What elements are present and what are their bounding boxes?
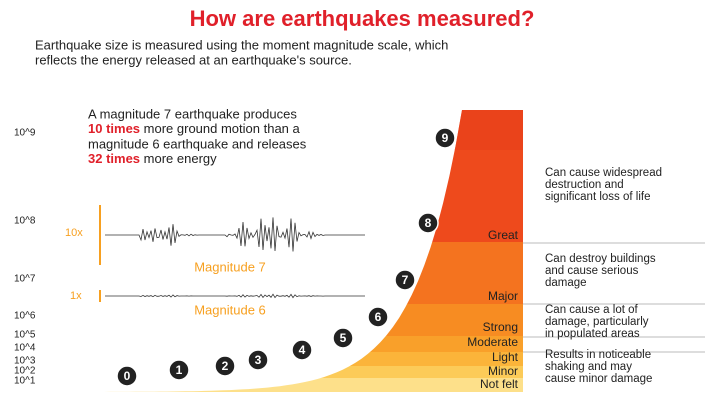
y-axis-label: 10^3 [14, 356, 36, 367]
seismogram-label: Magnitude 6 [194, 302, 266, 317]
y-axis-label: 10^1 [14, 376, 36, 387]
y-axis-label: 10^9 [14, 128, 36, 139]
band-label: Strong [483, 320, 518, 334]
band-label: Great [488, 228, 519, 242]
y-axis-label: 10^4 [14, 343, 36, 354]
marker [214, 355, 236, 377]
subtitle: reflects the energy released at an earth… [35, 52, 352, 67]
seismogram [105, 217, 365, 252]
band-label: Minor [488, 364, 518, 378]
y-axis-label: 10^5 [14, 330, 36, 341]
description: and cause serious [545, 265, 639, 277]
description: destruction and [545, 179, 624, 191]
marker-label: 8 [425, 216, 432, 230]
marker [168, 359, 190, 381]
marker-label: 4 [299, 343, 306, 357]
subtitle: Earthquake size is measured using the mo… [35, 37, 448, 52]
marker-label: 0 [124, 369, 131, 383]
marker-label: 9 [442, 131, 449, 145]
description: Can cause a lot of [545, 304, 639, 316]
emphasis: 32 times [88, 151, 140, 166]
scale-label: 1x [70, 290, 82, 302]
marker-label: 5 [340, 331, 347, 345]
marker-label: 6 [375, 310, 382, 324]
band-label: Not felt [480, 377, 519, 391]
band [85, 304, 523, 336]
emphasis: 10 times [88, 121, 140, 136]
marker [367, 306, 389, 328]
description: significant loss of life [545, 191, 650, 203]
callout-text: more energy [140, 151, 217, 166]
description: Results in noticeable [545, 349, 651, 361]
description: shaking and may [545, 361, 632, 373]
description: Can cause widespread [545, 167, 662, 179]
description: damage, particularly [545, 316, 649, 328]
description: Can destroy buildings [545, 253, 656, 265]
y-axis-label: 10^8 [14, 216, 36, 227]
seismogram [105, 293, 365, 299]
description: cause minor damage [545, 373, 652, 385]
marker [291, 339, 313, 361]
marker [434, 127, 456, 149]
band [85, 378, 523, 392]
band-label: Major [488, 289, 518, 303]
marker [394, 269, 416, 291]
band-label: Light [492, 350, 519, 364]
marker-label: 1 [176, 363, 183, 377]
marker [332, 327, 354, 349]
callout-text: A magnitude 7 earthquake produces [88, 106, 297, 121]
callout-text: more ground motion than a [140, 121, 300, 136]
scale-label: 10x [65, 227, 83, 239]
title: How are earthquakes measured? [190, 6, 535, 31]
description: damage [545, 277, 587, 289]
marker-label: 3 [255, 353, 262, 367]
y-axis-label: 10^2 [14, 366, 36, 377]
callout-text: magnitude 6 earthquake and releases [88, 136, 307, 151]
band [85, 366, 523, 378]
marker [417, 212, 439, 234]
marker-label: 7 [402, 273, 409, 287]
band [85, 242, 523, 304]
y-axis-label: 10^7 [14, 274, 36, 285]
band-label: Moderate [467, 335, 518, 349]
marker [247, 349, 269, 371]
seismogram-label: Magnitude 7 [194, 259, 266, 274]
marker [116, 365, 138, 387]
description: in populated areas [545, 328, 640, 340]
marker-label: 2 [222, 359, 229, 373]
callout-text: 32 times more energy [88, 151, 217, 166]
callout-text: 10 times more ground motion than a [88, 121, 301, 136]
y-axis-label: 10^6 [14, 311, 36, 322]
